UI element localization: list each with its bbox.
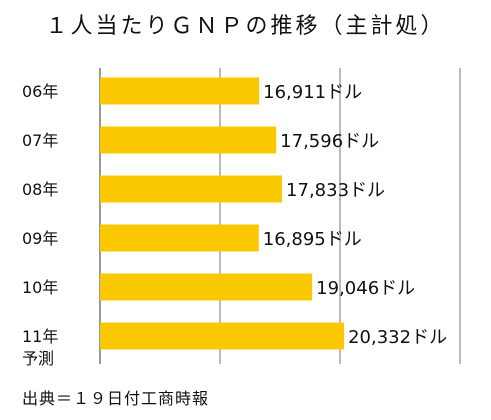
value-label: 16,911ドル (263, 82, 362, 103)
bar (100, 322, 345, 350)
value-label: 16,895ドル (263, 229, 362, 250)
bar (100, 175, 283, 203)
category-label: 07年 (22, 131, 58, 150)
bars (100, 77, 345, 350)
category-label: 10年 (22, 278, 58, 297)
category-label: 09年 (22, 229, 58, 248)
chart-title: １人当たりＧＮＰの推移（主計処） (45, 14, 446, 39)
category-label: 06年 (22, 82, 58, 101)
value-label: 17,596ドル (280, 131, 379, 152)
category-label: 08年 (22, 180, 58, 199)
bar (100, 224, 259, 252)
value-label: 20,332ドル (348, 327, 447, 348)
value-label: 17,833ドル (286, 180, 385, 201)
labels: 16,911ドル 06年 17,596ドル 07年 17,833ドル 08年 16,895ド… (22, 82, 447, 368)
value-label: 19,046ドル (316, 278, 415, 299)
bar (100, 77, 260, 105)
category-label: 11年予測 (22, 327, 58, 368)
bar (100, 273, 313, 301)
bar (100, 126, 277, 154)
gridlines (99, 68, 461, 364)
source-note: 出典＝１９日付工商時報 (22, 389, 210, 408)
